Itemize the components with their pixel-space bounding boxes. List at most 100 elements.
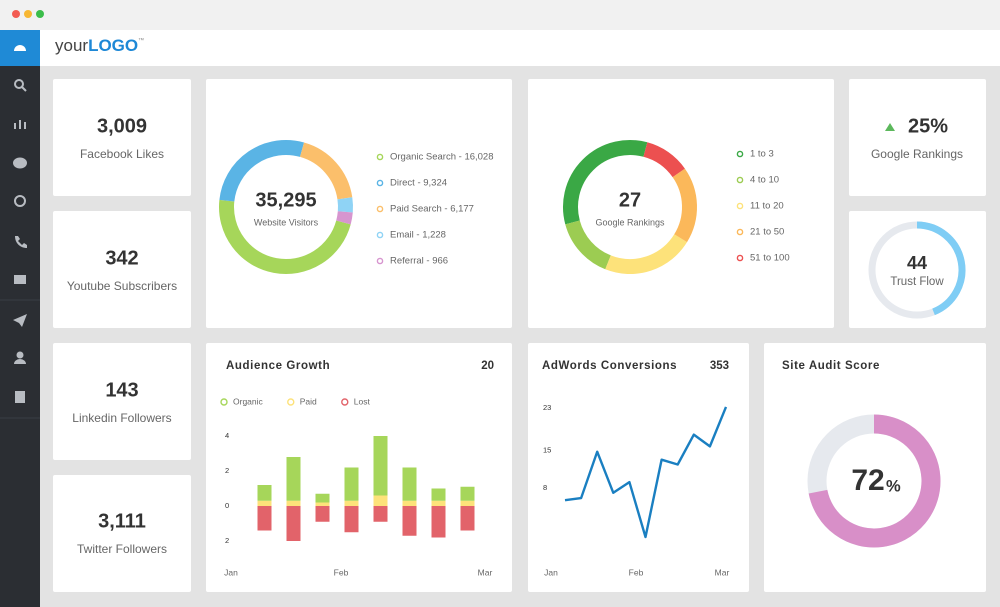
bar-segment <box>286 457 301 501</box>
legend-label: Organic Search - 16,028 <box>390 152 494 163</box>
stat-label: Linkedin Followers <box>72 411 171 425</box>
donut-segment <box>565 220 612 270</box>
bar-segment <box>460 500 475 506</box>
legend-label: Paid <box>300 396 317 406</box>
bar-segment <box>460 486 475 501</box>
bar-segment <box>257 506 272 531</box>
icon-chart[interactable] <box>14 120 26 129</box>
bar-segment <box>431 488 446 501</box>
y-tick-label: 0 <box>225 501 229 510</box>
minimize-dot[interactable] <box>24 10 32 18</box>
card-title: Audience Growth <box>226 360 330 372</box>
x-tick-label: Feb <box>334 567 349 577</box>
y-tick-label: 2 <box>225 466 229 475</box>
bar-segment <box>344 500 359 506</box>
donut-segment <box>299 142 353 200</box>
legend-label: 11 to 20 <box>750 201 784 212</box>
legend-label: 21 to 50 <box>750 227 784 238</box>
bar-segment <box>373 436 388 496</box>
legend-marker <box>376 179 384 187</box>
icon-user[interactable] <box>16 351 24 359</box>
card <box>528 343 749 592</box>
legend-marker <box>376 153 384 161</box>
legend-label: 4 to 10 <box>750 175 779 186</box>
legend-marker <box>376 257 384 265</box>
donut-segment <box>219 140 305 202</box>
stat-label: Youtube Subscribers <box>67 279 177 293</box>
donut-segment <box>672 168 697 243</box>
icon-dashboard[interactable] <box>14 45 26 51</box>
icon-search[interactable] <box>14 79 24 89</box>
bar-segment <box>286 506 301 541</box>
stat-label: Twitter Followers <box>77 542 167 556</box>
icon-chat[interactable] <box>13 157 27 169</box>
logo[interactable]: yourLOGO™ <box>55 36 144 55</box>
donut-segment <box>643 142 685 178</box>
card <box>53 79 191 196</box>
card <box>764 343 986 592</box>
x-tick-label: Jan <box>224 567 238 577</box>
card <box>53 211 191 328</box>
donut-segment <box>563 140 648 225</box>
icon-clipboard[interactable] <box>15 391 25 403</box>
stat-value: 25% <box>908 115 948 137</box>
legend-label: Lost <box>354 396 371 406</box>
card-title: AdWords Conversions <box>542 360 677 372</box>
bar-segment <box>431 506 446 538</box>
icon-mail[interactable] <box>14 275 26 284</box>
legend-marker <box>220 398 228 406</box>
legend-label: Referral - 966 <box>390 256 448 267</box>
legend-marker <box>376 205 384 213</box>
gauge-label: Trust Flow <box>890 276 944 288</box>
close-dot[interactable] <box>12 10 20 18</box>
bar-segment <box>286 500 301 506</box>
y-tick-label: 23 <box>543 403 551 412</box>
logo-brand: LOGO <box>88 36 138 55</box>
gauge-unit: % <box>886 477 901 495</box>
stat-label: Facebook Likes <box>80 147 164 161</box>
card <box>206 343 512 592</box>
bar-segment <box>257 485 272 501</box>
donut-segment <box>336 211 353 225</box>
bar-segment <box>315 502 330 506</box>
legend-marker <box>736 254 744 262</box>
bar-segment <box>460 506 475 531</box>
bar-segment <box>373 506 388 522</box>
donut-value: 27 <box>619 189 641 211</box>
logo-trademark: ™ <box>138 37 144 44</box>
bar-segment <box>257 500 272 506</box>
donut-segment <box>219 199 351 274</box>
icon-at[interactable] <box>14 195 26 207</box>
maximize-dot[interactable] <box>36 10 44 18</box>
donut-label: Google Rankings <box>595 217 665 227</box>
icon-phone[interactable] <box>15 236 27 248</box>
y-tick-label: 4 <box>225 431 229 440</box>
legend-marker <box>341 398 349 406</box>
line <box>564 406 728 539</box>
card-title: Site Audit Score <box>782 360 880 372</box>
card <box>849 79 986 196</box>
bar-segment <box>344 506 359 533</box>
sidebar <box>0 30 40 607</box>
stat-value: 342 <box>105 247 138 269</box>
y-tick-label: 15 <box>543 446 551 455</box>
header-bar <box>40 30 1000 66</box>
legend-marker <box>736 176 744 184</box>
gauge-value: 72 <box>851 464 884 497</box>
x-tick-label: Mar <box>478 567 493 577</box>
icon-send[interactable] <box>13 314 27 327</box>
window-bar <box>0 0 1000 30</box>
gauge-value: 44 <box>907 253 927 273</box>
legend-label: 51 to 100 <box>750 253 790 264</box>
donut-segment <box>605 234 688 274</box>
trend-arrow <box>885 123 895 131</box>
gauge-arc <box>916 221 966 316</box>
x-tick-label: Mar <box>715 567 730 577</box>
y-tick-label: 2 <box>225 536 229 545</box>
legend-label: Organic <box>233 396 264 406</box>
legend-marker <box>736 150 744 158</box>
bar-segment <box>315 506 330 522</box>
legend-label: Direct - 9,324 <box>390 178 447 189</box>
stat-value: 3,009 <box>97 115 147 137</box>
